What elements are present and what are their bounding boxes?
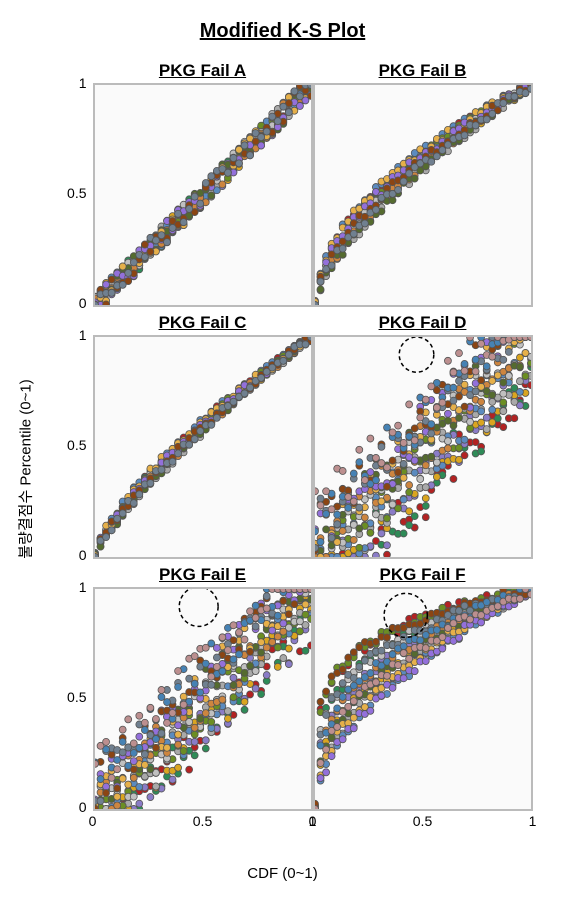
plot-panel <box>93 587 313 811</box>
panel-title: PKG Fail A <box>93 55 313 83</box>
x-ticks: 00.51 <box>313 811 533 835</box>
plot-panel <box>93 83 313 307</box>
plot-panel <box>313 83 533 307</box>
plot-panel <box>93 335 313 559</box>
y-ticks: 00.51 <box>53 587 93 807</box>
panel-title: PKG Fail E <box>93 559 313 587</box>
figure: 불량결점수 Percentile (0~1) PKG Fail APKG Fai… <box>33 55 533 882</box>
x-axis-label: CDF (0~1) <box>33 865 533 882</box>
y-ticks: 00.51 <box>53 83 93 303</box>
panel-title: PKG Fail F <box>313 559 533 587</box>
y-axis-label: 불량결점수 Percentile (0~1) <box>14 379 35 558</box>
x-ticks: 00.51 <box>93 811 313 835</box>
plot-panel <box>313 587 533 811</box>
panel-title: PKG Fail C <box>93 307 313 335</box>
panel-grid: PKG Fail APKG Fail B00.51PKG Fail CPKG F… <box>53 55 533 859</box>
y-ticks: 00.51 <box>53 335 93 555</box>
main-title: Modified K-S Plot <box>20 20 545 43</box>
panel-title: PKG Fail D <box>313 307 533 335</box>
panel-title: PKG Fail B <box>313 55 533 83</box>
plot-panel <box>313 335 533 559</box>
